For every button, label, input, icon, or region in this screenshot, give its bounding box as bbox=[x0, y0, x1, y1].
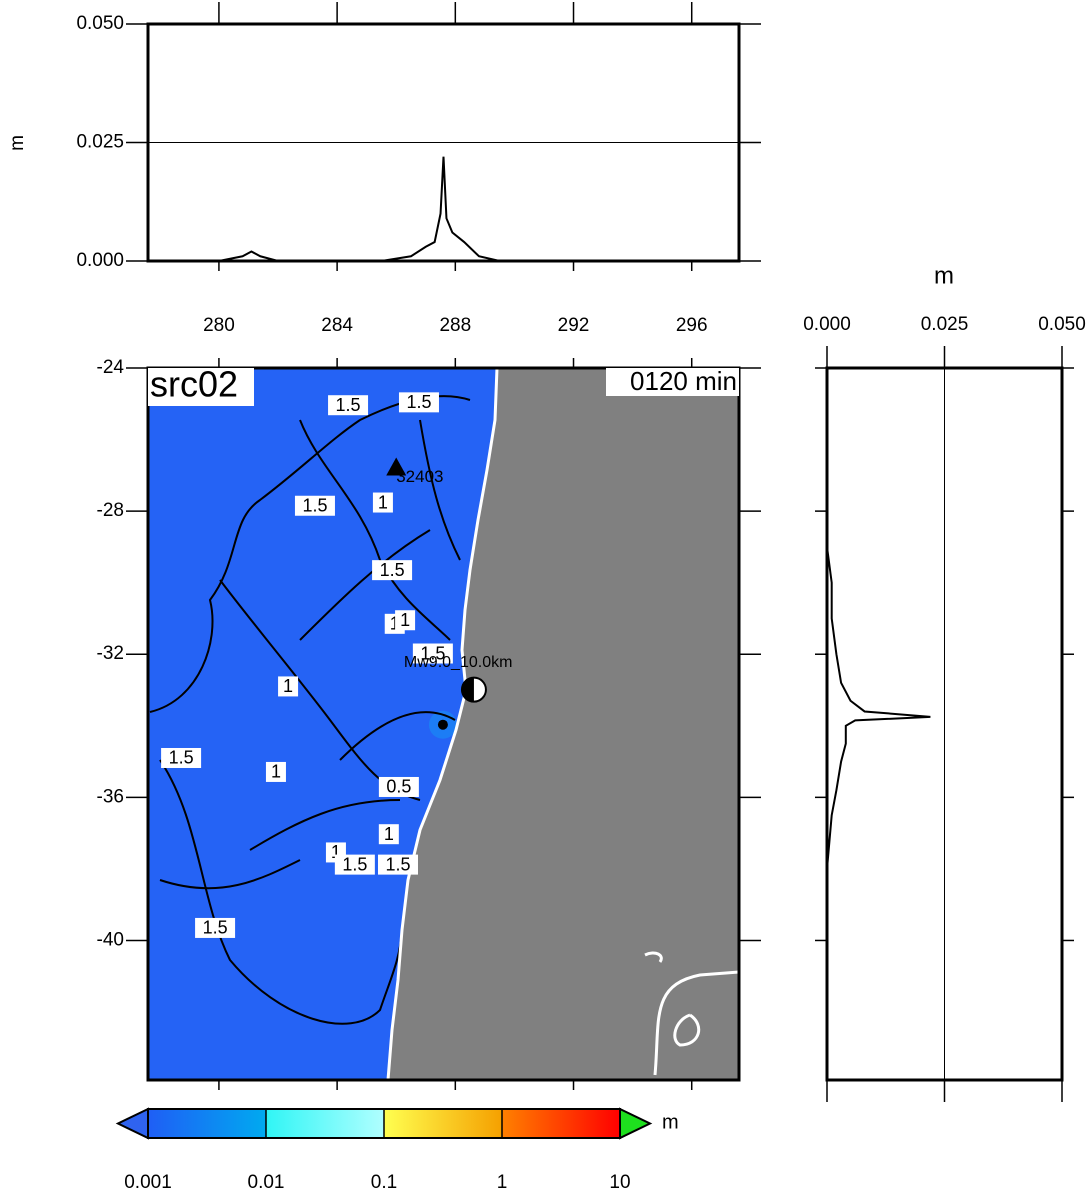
coastline bbox=[386, 367, 499, 1081]
contour-label: 1 bbox=[384, 824, 394, 844]
contour-label-box bbox=[265, 761, 286, 782]
x-tick-label: 280 bbox=[203, 315, 235, 336]
station-marker bbox=[386, 457, 407, 476]
contour-label-box bbox=[372, 492, 393, 513]
profile-line bbox=[826, 368, 931, 1080]
colorbar-tick-label: 1 bbox=[497, 1172, 508, 1193]
x-tick-label: 0.000 bbox=[803, 314, 851, 335]
contour-label-box bbox=[377, 854, 418, 875]
contour-label-box bbox=[195, 917, 236, 938]
contour-label-box bbox=[334, 854, 375, 875]
y-tick-label: -36 bbox=[97, 786, 124, 807]
contour-label: 0.5 bbox=[386, 777, 411, 797]
contour-label-box bbox=[294, 495, 335, 516]
y-tick-label: 0.050 bbox=[76, 13, 124, 34]
contour-label: 1 bbox=[400, 610, 410, 630]
contour-label: 1 bbox=[378, 492, 388, 512]
contour-label: 1.5 bbox=[203, 918, 228, 938]
time-label: 0120 min bbox=[630, 366, 737, 396]
colorbar-over bbox=[619, 1107, 653, 1140]
coastline bbox=[644, 951, 740, 1076]
contour bbox=[149, 395, 471, 713]
contour-label-box bbox=[378, 824, 399, 845]
x-tick-label: 288 bbox=[439, 315, 471, 336]
colorbar-segment bbox=[148, 1109, 266, 1138]
y-tick-label: -24 bbox=[97, 357, 125, 378]
time-box bbox=[606, 368, 739, 396]
station-label: 32403 bbox=[396, 467, 443, 486]
colorbar-tick-label: 0.001 bbox=[124, 1172, 172, 1193]
contour-label-box bbox=[161, 747, 202, 768]
contour-label-box bbox=[278, 676, 299, 697]
y-tick-label: -32 bbox=[97, 643, 124, 664]
plot-frame bbox=[146, 366, 741, 1082]
contour-label-box bbox=[378, 776, 419, 797]
contour-label: 1.5 bbox=[302, 495, 327, 515]
land bbox=[388, 368, 739, 1080]
y-axis-label: m bbox=[7, 135, 28, 151]
contour-label: 1 bbox=[390, 614, 400, 634]
contour-label-box bbox=[398, 392, 439, 413]
x-tick-label: 296 bbox=[676, 315, 708, 336]
title-box bbox=[148, 368, 254, 406]
epicenter-quadrant bbox=[461, 677, 474, 702]
colorbar-frame bbox=[147, 1108, 621, 1139]
contour-label-box bbox=[395, 610, 416, 631]
profile-point bbox=[437, 719, 448, 730]
contour-label: 1.5 bbox=[406, 392, 431, 412]
colorbar-under bbox=[115, 1107, 149, 1140]
profile-line bbox=[148, 156, 739, 262]
map-background bbox=[148, 367, 740, 1081]
contour-label: 1.5 bbox=[336, 395, 361, 415]
colorbar-segment bbox=[384, 1109, 502, 1138]
contour-label: 1 bbox=[331, 842, 341, 862]
contour bbox=[299, 419, 461, 641]
plot-frame bbox=[825, 366, 1064, 1082]
contour-label: 1.5 bbox=[420, 643, 445, 663]
map-title: src02 bbox=[150, 364, 238, 405]
y-tick-label: -28 bbox=[97, 500, 124, 521]
contour-label-box bbox=[372, 560, 413, 581]
y-tick-label: 0.025 bbox=[76, 132, 124, 153]
colorbar-tick-label: 0.1 bbox=[371, 1172, 397, 1193]
contour-label-box bbox=[412, 643, 453, 664]
epicenter-label: Mw9.0_10.0km bbox=[404, 654, 513, 671]
x-tick-label: 292 bbox=[558, 315, 590, 336]
contour-label: 1.5 bbox=[169, 748, 194, 768]
x-axis-label: m bbox=[934, 262, 954, 289]
colorbar-segment bbox=[266, 1109, 384, 1138]
x-tick-label: 0.025 bbox=[921, 314, 969, 335]
contour-label: 1 bbox=[271, 762, 281, 782]
colorbar-tick-label: 0.01 bbox=[248, 1172, 285, 1193]
contour bbox=[159, 759, 403, 1025]
x-tick-label: 284 bbox=[321, 315, 353, 336]
contour-label: 1.5 bbox=[380, 560, 405, 580]
contour-label-box bbox=[328, 395, 369, 416]
contour bbox=[249, 529, 456, 851]
contour-label: 1 bbox=[283, 676, 293, 696]
plot-frame bbox=[146, 22, 741, 263]
colorbar-tick-label: 10 bbox=[609, 1172, 630, 1193]
colorbar-segment bbox=[502, 1109, 620, 1138]
contour-label: 1.5 bbox=[342, 854, 367, 874]
x-tick-label: 0.050 bbox=[1038, 314, 1086, 335]
colorbar-unit: m bbox=[662, 1111, 679, 1133]
contour-label: 1.5 bbox=[385, 854, 410, 874]
y-tick-label: 0.000 bbox=[76, 250, 124, 271]
y-tick-label: -40 bbox=[97, 929, 124, 950]
